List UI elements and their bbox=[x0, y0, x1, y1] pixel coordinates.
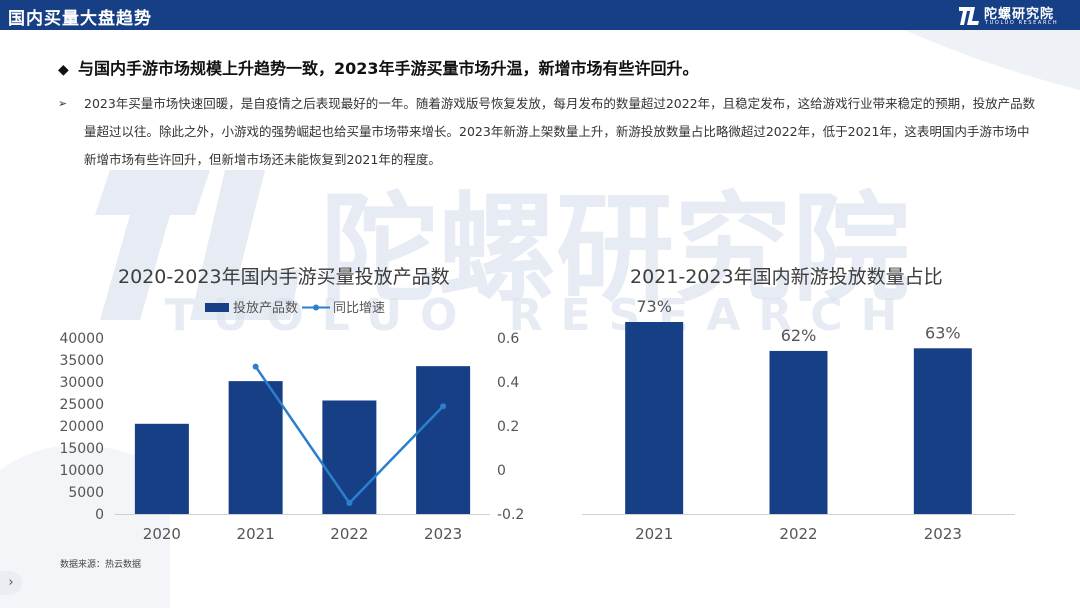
y-right-tick-label: -0.2 bbox=[497, 507, 524, 523]
data-label: 63% bbox=[925, 323, 961, 342]
x-tick-label: 2022 bbox=[779, 525, 817, 543]
data-label: 73% bbox=[636, 297, 672, 316]
legend-bar-swatch bbox=[205, 303, 229, 312]
legend-line-label: 同比增速 bbox=[333, 301, 385, 316]
y-left-tick-label: 25000 bbox=[59, 397, 104, 413]
y-left-tick-label: 15000 bbox=[59, 441, 104, 457]
y-left-tick-label: 35000 bbox=[59, 353, 104, 369]
bar bbox=[322, 400, 377, 514]
y-left-tick-label: 0 bbox=[95, 507, 104, 523]
data-source: 数据来源：热云数据 bbox=[60, 560, 142, 570]
y-right-tick-label: 0.6 bbox=[497, 331, 519, 347]
next-page-button[interactable]: › bbox=[0, 571, 22, 595]
tl-logo-icon bbox=[959, 7, 979, 25]
bar bbox=[625, 322, 684, 514]
chart2-svg: 73% 2021 62% 2022 63% 2023 bbox=[582, 297, 1015, 543]
bar bbox=[913, 348, 972, 514]
legend-bar-label: 投放产品数 bbox=[233, 300, 298, 316]
x-tick-label: 2021 bbox=[237, 525, 275, 543]
x-tick-label: 2022 bbox=[330, 525, 368, 543]
y-left-tick-label: 10000 bbox=[59, 463, 104, 479]
y-right-tick-label: 0 bbox=[497, 463, 506, 479]
legend-line-marker bbox=[313, 304, 319, 311]
bar bbox=[134, 423, 189, 514]
bar bbox=[769, 350, 828, 514]
x-tick-label: 2021 bbox=[635, 525, 673, 543]
y-left-tick-label: 20000 bbox=[59, 419, 104, 435]
y-right-tick-label: 0.4 bbox=[497, 375, 519, 391]
brand-logo: 陀螺研究院 TUOLUO RESEARCH bbox=[958, 3, 1070, 29]
body-paragraph: 2023年买量市场快速回暖，是自疫情之后表现最好的一年。随着游戏版号恢复发放，每… bbox=[84, 96, 1036, 167]
growth-point bbox=[346, 500, 353, 506]
bar bbox=[416, 366, 471, 514]
headline-text: 与国内手游市场规模上升趋势一致，2023年手游买量市场升温，新增市场有些许回升。 bbox=[78, 59, 699, 78]
chart1-title: 2020-2023年国内手游买量投放产品数 bbox=[118, 266, 450, 288]
growth-point bbox=[440, 403, 447, 410]
data-label: 62% bbox=[781, 326, 817, 345]
y-left-tick-label: 40000 bbox=[59, 331, 104, 347]
y-left-tick-label: 30000 bbox=[59, 375, 104, 391]
x-tick-label: 2020 bbox=[143, 525, 181, 543]
headline: ◆ 与国内手游市场规模上升趋势一致，2023年手游买量市场升温，新增市场有些许回升… bbox=[58, 55, 699, 79]
diamond-icon: ◆ bbox=[58, 62, 69, 78]
header-bar: 国内买量大盘趋势 陀螺研究院 TUOLUO RESEARCH bbox=[0, 0, 1080, 30]
body-bullet: ➢ 2023年买量市场快速回暖，是自疫情之后表现最好的一年。随着游戏版号恢复发放… bbox=[58, 90, 1038, 174]
y-right-tick-label: 0.2 bbox=[497, 419, 519, 435]
brand-name: 陀螺研究院 bbox=[984, 7, 1055, 22]
x-tick-label: 2023 bbox=[924, 525, 962, 543]
arrow-bullet-icon: ➢ bbox=[58, 97, 68, 110]
x-tick-label: 2023 bbox=[424, 525, 462, 543]
chart1-svg: 投放产品数 同比增速 0 5000 10000 15000 20000 25000 30000 3… bbox=[59, 300, 524, 543]
growth-point bbox=[252, 363, 259, 370]
page-title: 国内买量大盘趋势 bbox=[8, 9, 152, 29]
brand-sub: TUOLUO RESEARCH bbox=[985, 20, 1059, 26]
y-left-tick-label: 5000 bbox=[68, 485, 104, 501]
chart2-title: 2021-2023年国内新游投放数量占比 bbox=[630, 266, 943, 288]
bar bbox=[228, 381, 283, 514]
